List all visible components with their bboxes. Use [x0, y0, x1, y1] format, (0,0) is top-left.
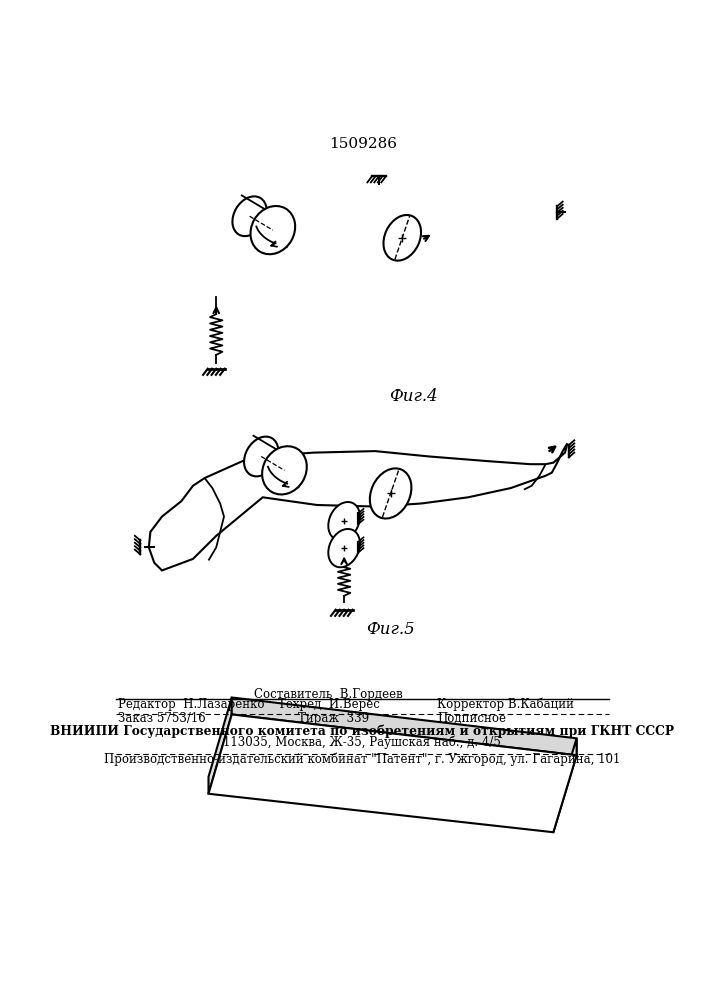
Text: Составитель  В.Гордеев: Составитель В.Гордеев — [255, 688, 403, 701]
Ellipse shape — [383, 215, 421, 261]
Text: Подписное: Подписное — [437, 712, 506, 725]
Text: Корректор В.Кабаций: Корректор В.Кабаций — [437, 698, 574, 711]
Polygon shape — [209, 714, 577, 832]
Polygon shape — [554, 738, 577, 832]
Ellipse shape — [244, 437, 279, 476]
Ellipse shape — [262, 446, 307, 494]
Text: Производственно-издательский комбинат "Патент", г. Ужгород, ул. Гагарина, 101: Производственно-издательский комбинат "П… — [104, 753, 620, 766]
Ellipse shape — [328, 502, 360, 540]
Text: Редактор  Н.Лазаренко: Редактор Н.Лазаренко — [118, 698, 264, 711]
Text: Техред  И.Верес: Техред И.Верес — [279, 698, 380, 711]
Text: ВНИИПИ Государственного комитета по изобретениям и открытиям при ГКНТ СССР: ВНИИПИ Государственного комитета по изоб… — [50, 724, 674, 738]
Ellipse shape — [250, 206, 295, 254]
PathPatch shape — [149, 443, 567, 570]
Text: Фиг.4: Фиг.4 — [390, 388, 438, 405]
Ellipse shape — [370, 468, 411, 519]
Polygon shape — [232, 698, 577, 755]
Polygon shape — [209, 698, 232, 794]
Ellipse shape — [233, 196, 267, 236]
Text: Тираж  339: Тираж 339 — [298, 712, 369, 725]
Ellipse shape — [328, 529, 360, 567]
Text: Заказ 5753/16: Заказ 5753/16 — [118, 712, 206, 725]
Text: Фиг.5: Фиг.5 — [366, 620, 415, 638]
Text: 1509286: 1509286 — [329, 137, 397, 151]
Text: 113035, Москва, Ж-35, Раушская наб., д. 4/5: 113035, Москва, Ж-35, Раушская наб., д. … — [223, 736, 501, 749]
